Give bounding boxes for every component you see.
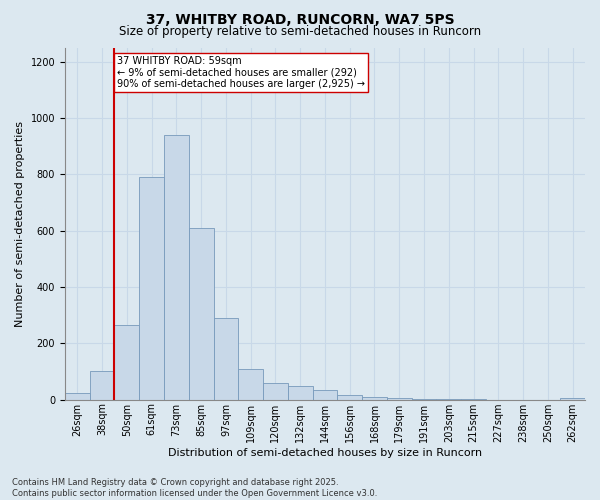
Y-axis label: Number of semi-detached properties: Number of semi-detached properties (15, 120, 25, 326)
Bar (362, 397, 387, 400)
Bar (313, 390, 337, 400)
Text: 37 WHITBY ROAD: 59sqm
← 9% of semi-detached houses are smaller (292)
90% of semi: 37 WHITBY ROAD: 59sqm ← 9% of semi-detac… (117, 56, 365, 89)
Text: Size of property relative to semi-detached houses in Runcorn: Size of property relative to semi-detach… (119, 25, 481, 38)
Bar (560, 398, 585, 400)
Bar (139, 177, 164, 400)
Text: Contains HM Land Registry data © Crown copyright and database right 2025.
Contai: Contains HM Land Registry data © Crown c… (12, 478, 377, 498)
Bar (238, 368, 263, 400)
Bar (214, 318, 238, 400)
Bar (164, 135, 189, 400)
Bar (288, 386, 313, 400)
Bar (115, 325, 139, 400)
Text: 37, WHITBY ROAD, RUNCORN, WA7 5PS: 37, WHITBY ROAD, RUNCORN, WA7 5PS (146, 12, 454, 26)
Bar (337, 396, 362, 400)
Bar (387, 398, 412, 400)
X-axis label: Distribution of semi-detached houses by size in Runcorn: Distribution of semi-detached houses by … (168, 448, 482, 458)
Bar (263, 383, 288, 400)
Bar (189, 228, 214, 400)
Bar (412, 399, 436, 400)
Bar (89, 372, 115, 400)
Bar (65, 392, 89, 400)
